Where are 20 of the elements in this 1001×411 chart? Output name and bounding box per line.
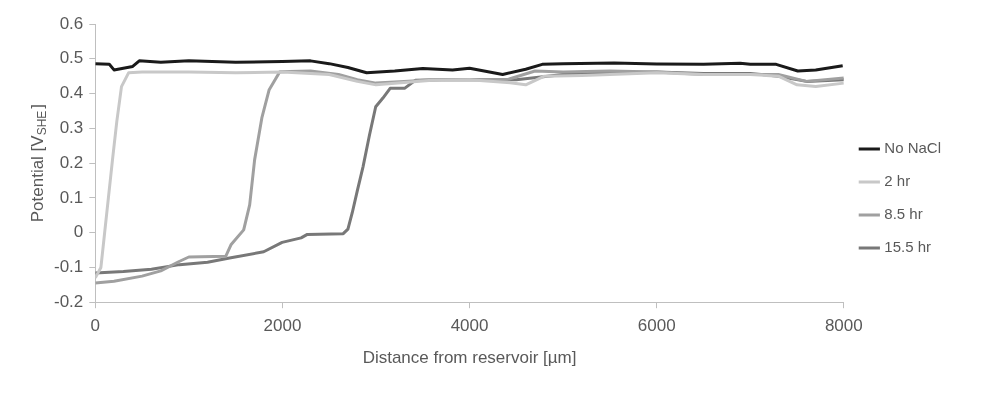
- legend-label: 8.5 hr: [884, 205, 923, 223]
- y-tick-label: 0.6: [59, 13, 84, 33]
- legend-label: 2 hr: [884, 172, 911, 190]
- y-tick-label: 0.1: [59, 187, 84, 207]
- x-tick-label: 0: [90, 316, 101, 336]
- x-tick-label: 6000: [637, 316, 676, 336]
- x-tick-label: 2000: [263, 316, 302, 336]
- y-tick-label: 0.4: [59, 83, 84, 103]
- y-tick-label: 0: [73, 222, 84, 242]
- y-tick-label: 0.2: [59, 152, 84, 172]
- y-tick-label: -0.2: [54, 291, 84, 311]
- legend-label: No NaCl: [884, 139, 942, 157]
- y-axis-title: Potential [VSHE]: [27, 103, 50, 223]
- y-tick-label: 0.3: [59, 118, 84, 138]
- x-tick-label: 4000: [450, 316, 489, 336]
- y-tick-label: 0.5: [59, 48, 84, 68]
- y-tick-label: -0.1: [54, 257, 84, 277]
- legend-label: 15.5 hr: [884, 238, 932, 256]
- x-axis-title: Distance from reservoir [µm]: [362, 348, 577, 368]
- x-tick-label: 8000: [824, 316, 863, 336]
